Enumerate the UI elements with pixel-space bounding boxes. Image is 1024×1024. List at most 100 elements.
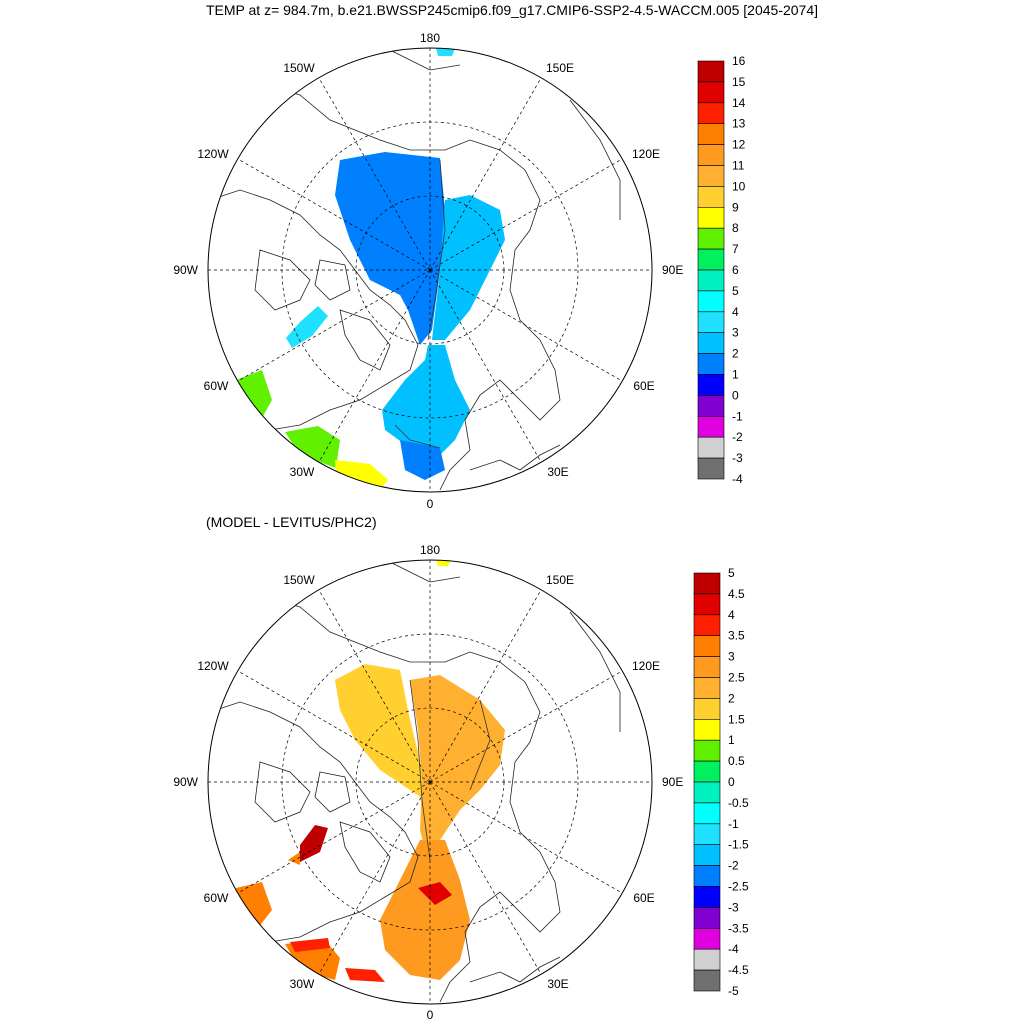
difference-title: (MODEL - LEVITUS/PHC2) [206,514,377,530]
colorbar-tick-label: -4.5 [728,963,749,977]
colorbar-swatch [693,656,721,678]
colorbar-swatch [693,907,721,929]
colorbar-swatch [693,823,721,845]
colorbar-tick-label: -4 [732,472,743,486]
lon-label-30e: 30E [547,977,568,991]
field-labrador-3to3p5 [236,882,272,928]
colorbar-swatch [693,718,721,741]
figure-title: TEMP at z= 984.7m, b.e21.BWSSP245cmip6.f… [205,2,819,18]
field-bering-4to5 [436,48,456,56]
colorbar-swatch [697,248,725,271]
colorbar-tick-label: 3 [728,650,735,664]
colorbar-tick-label: 14 [732,96,746,110]
field-irminger-4to4p5 [290,938,330,952]
colorbar-swatch [693,614,721,636]
colorbar-tick-label: -3 [728,900,739,914]
field-eurasian-3to4 [432,195,505,340]
field-nordic-2p5to3 [380,840,470,980]
colorbar-tick-label: 4.5 [728,587,745,601]
colorbar-swatch [697,144,725,166]
colorbar-tick-label: 12 [732,138,746,152]
lon-label-150e: 150E [546,573,574,587]
colorbar-tick-label: 8 [732,221,739,235]
field-arctic-2to3 [335,152,445,345]
lon-label-90w: 90W [173,263,198,277]
colorbar-tick-label: 5 [732,284,739,298]
colorbar-tick-label: 4 [728,608,735,622]
colorbar-tick-label: 13 [732,117,746,131]
colorbar-swatch [697,457,725,480]
lon-label-180: 180 [420,543,440,557]
colorbar-swatch [697,186,725,208]
colorbar-tick-label: 0 [732,388,739,402]
colorbar-swatch [697,415,725,438]
field-labrador-7to8 [236,370,272,418]
colorbar-tick-label: -2 [732,430,743,444]
lon-label-90w: 90W [173,775,198,789]
colorbar-bottom: 5 4.5 4 3.5 3 2.5 2 1.5 1 0.5 0 -0.5 -1 -1.5 -2 -2.5 -3 -… [693,566,749,998]
field-iceland-4to4p5 [345,968,385,982]
colorbar-swatch [697,311,725,333]
colorbar-tick-label: -1 [732,409,743,423]
colorbar-tick-label: -3 [732,451,743,465]
field-baffin-4p5to5 [300,825,328,862]
field-irminger-7to8 [285,426,340,468]
field-eurasian-2to2p5 [410,675,505,870]
lon-label-30e: 30E [547,465,568,479]
colorbar-tick-label: 4 [732,305,739,319]
map-boundary [207,47,653,493]
colorbar-swatch [693,802,721,825]
lon-label-60e: 60E [633,891,654,905]
colorbar-tick-label: 9 [732,200,739,214]
map-boundary [207,559,653,1005]
colorbar-swatch [693,844,721,866]
colorbar-swatch [697,102,725,125]
field-baffin-edge-3to3p5 [288,852,300,865]
graticule [208,48,652,492]
colorbar-swatch [697,374,725,396]
lon-label-0: 0 [427,1008,434,1022]
colorbar-tick-label: 10 [732,179,746,193]
colorbar-swatch [693,760,721,783]
colorbar-tick-label: -2 [728,859,739,873]
field-iceland-9to10 [335,460,388,492]
lon-label-30w: 30W [290,465,315,479]
contour-line [427,159,446,341]
colorbar-tick-label: 15 [732,75,746,89]
colorbar-swatch [697,165,725,187]
map-top: 180 0 90W 90E 150W 120W 150E 120E 60W 30… [173,31,683,511]
colorbar-tick-label: 16 [732,54,746,68]
colorbar-tick-label: -5 [728,984,739,998]
lon-label-150w: 150W [283,573,315,587]
colorbar-swatch [693,698,721,720]
colorbar-tick-label: -1.5 [728,838,749,852]
colorbar-swatch [693,677,721,699]
lon-label-90e: 90E [662,775,683,789]
lon-label-60w: 60W [204,379,229,393]
colorbar-swatch [693,865,721,887]
coastlines [209,49,621,491]
colorbar-tick-label: 3 [732,326,739,340]
colorbar-swatch [697,60,725,83]
lon-label-120w: 120W [197,147,229,161]
colorbar-swatch [697,81,725,104]
colorbar-tick-label: 7 [732,242,739,256]
field-baffin-4to5 [286,306,328,348]
colorbar-tick-label: -1 [728,817,739,831]
lon-label-120e: 120E [632,659,660,673]
colorbar-swatch [693,635,721,657]
lon-label-150e: 150E [546,61,574,75]
colorbar-tick-label: 1 [732,368,739,382]
field-bering-1to1p5 [436,560,452,566]
colorbar-tick-label: -4 [728,942,739,956]
colorbar-swatch [697,290,725,313]
colorbar-tick-label: 5 [728,566,735,580]
colorbar-swatch [693,739,721,762]
colorbar-tick-label: 2 [732,347,739,361]
colorbar-tick-label: 6 [732,263,739,277]
colorbar-swatch [693,948,721,971]
lon-label-60e: 60E [633,379,654,393]
lon-label-180: 180 [420,31,440,45]
map-bottom: 180 0 90W 90E 150W 120W 150E 120E 60W 30… [173,543,683,1022]
